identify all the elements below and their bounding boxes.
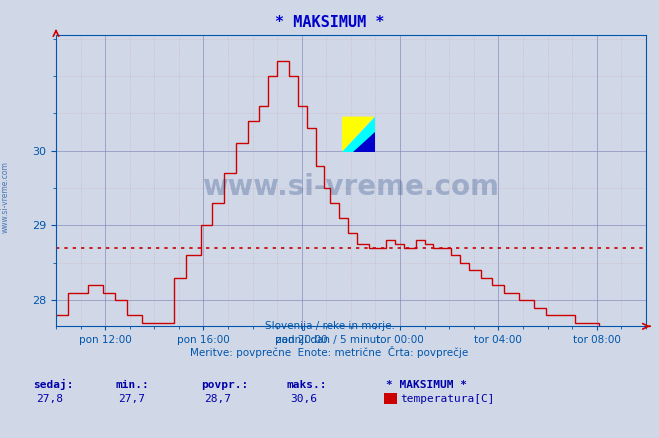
Text: temperatura[C]: temperatura[C]: [401, 394, 495, 404]
Text: Meritve: povprečne  Enote: metrične  Črta: povprečje: Meritve: povprečne Enote: metrične Črta:…: [190, 346, 469, 358]
Text: povpr.:: povpr.:: [201, 380, 248, 390]
Text: zadnji dan / 5 minut.: zadnji dan / 5 minut.: [275, 335, 384, 345]
Text: Slovenija / reke in morje.: Slovenija / reke in morje.: [264, 321, 395, 332]
Text: 27,8: 27,8: [36, 394, 63, 404]
Polygon shape: [342, 117, 374, 152]
Text: maks.:: maks.:: [287, 380, 327, 390]
Text: 28,7: 28,7: [204, 394, 231, 404]
Text: * MAKSIMUM *: * MAKSIMUM *: [275, 15, 384, 30]
Text: 30,6: 30,6: [290, 394, 317, 404]
Text: * MAKSIMUM *: * MAKSIMUM *: [386, 380, 467, 390]
Text: www.si-vreme.com: www.si-vreme.com: [1, 161, 10, 233]
Polygon shape: [353, 132, 374, 152]
Text: www.si-vreme.com: www.si-vreme.com: [202, 173, 500, 201]
Text: min.:: min.:: [115, 380, 149, 390]
Text: sedaj:: sedaj:: [33, 378, 73, 390]
Text: 27,7: 27,7: [119, 394, 146, 404]
Polygon shape: [342, 117, 374, 152]
